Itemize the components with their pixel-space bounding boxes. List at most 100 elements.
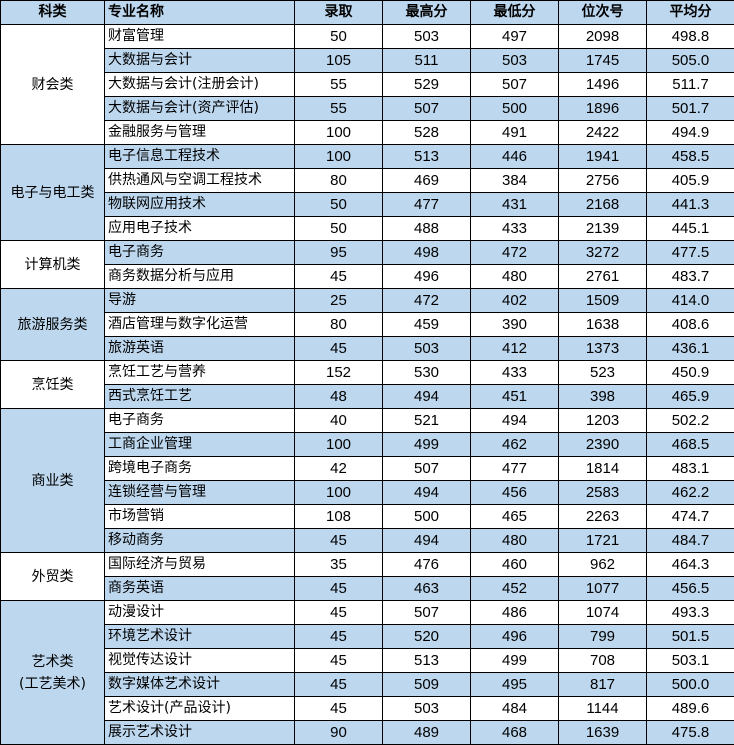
admitted-count-cell: 45	[294, 576, 383, 601]
rank-cell: 1745	[558, 48, 647, 73]
max-score-cell: 528	[382, 120, 471, 145]
rank-cell: 2390	[558, 432, 647, 457]
admitted-count-cell: 80	[294, 312, 383, 337]
table-row: 艺术类 (工艺美术) 动漫设计 45 507 486 1074 493.3	[0, 600, 734, 745]
rank-cell: 1638	[558, 312, 647, 337]
avg-score-cell: 483.7	[646, 264, 734, 289]
avg-score-cell: 503.1	[646, 648, 734, 673]
max-score-cell: 500	[382, 504, 471, 529]
admitted-count-cell: 55	[294, 72, 383, 97]
major-name-cell: 大数据与会计(注册会计)	[104, 72, 295, 97]
major-name-cell: 国际经济与贸易	[104, 552, 295, 577]
rank-cell: 523	[558, 360, 647, 385]
rank-cell: 817	[558, 672, 647, 697]
major-name-cell: 物联网应用技术	[104, 192, 295, 217]
table-row: 大数据与会计(资产评估) 55 507 500 1896 501.7	[1, 96, 734, 121]
table-row: 电子与电工类 电子信息工程技术 100 513 446 1941 458.5	[0, 144, 734, 241]
max-score-cell: 488	[382, 216, 471, 241]
avg-score-cell: 456.5	[646, 576, 734, 601]
admitted-count-cell: 90	[294, 720, 383, 745]
table-row: 数字媒体艺术设计 45 509 495 817 500.0	[1, 672, 734, 697]
major-name-cell: 应用电子技术	[104, 216, 295, 241]
admitted-count-cell: 80	[294, 168, 383, 193]
major-name-cell: 艺术设计(产品设计)	[104, 696, 295, 721]
min-score-cell: 446	[470, 144, 559, 169]
avg-score-cell: 483.1	[646, 456, 734, 481]
major-name-cell: 大数据与会计	[104, 48, 295, 73]
table-row: 财会类 财富管理 50 503 497 2098 498.8	[0, 24, 734, 145]
table-row: 艺术设计(产品设计) 45 503 484 1144 489.6	[1, 696, 734, 721]
table-row: 西式烹饪工艺 48 494 451 398 465.9	[1, 384, 734, 409]
admitted-count-cell: 45	[294, 624, 383, 649]
min-score-cell: 460	[470, 552, 559, 577]
max-score-cell: 496	[382, 264, 471, 289]
max-score-cell: 503	[382, 696, 471, 721]
major-name-cell: 电子信息工程技术	[104, 144, 295, 169]
major-name-cell: 供热通风与空调工程技术	[104, 168, 295, 193]
avg-score-cell: 511.7	[646, 72, 734, 97]
avg-score-cell: 408.6	[646, 312, 734, 337]
rank-cell: 708	[558, 648, 647, 673]
max-score-cell: 521	[382, 408, 471, 433]
max-score-cell: 477	[382, 192, 471, 217]
table-row: 环境艺术设计 45 520 496 799 501.5	[1, 624, 734, 649]
major-name-cell: 财富管理	[104, 24, 295, 49]
rank-cell: 1077	[558, 576, 647, 601]
max-score-cell: 472	[382, 288, 471, 313]
admitted-count-cell: 95	[294, 240, 383, 265]
min-score-cell: 497	[470, 24, 559, 49]
max-score-cell: 494	[382, 528, 471, 553]
major-name-cell: 酒店管理与数字化运营	[104, 312, 295, 337]
rank-cell: 2756	[558, 168, 647, 193]
table-row: 商业类 电子商务 40 521 494 1203 502.2	[0, 408, 734, 553]
min-score-cell: 456	[470, 480, 559, 505]
table-row: 大数据与会计(注册会计) 55 529 507 1496 511.7	[1, 72, 734, 97]
avg-score-cell: 489.6	[646, 696, 734, 721]
min-score-cell: 402	[470, 288, 559, 313]
table-row: 市场营销 108 500 465 2263 474.7	[1, 504, 734, 529]
avg-score-cell: 441.3	[646, 192, 734, 217]
min-score-cell: 486	[470, 600, 559, 625]
table-row: 连锁经营与管理 100 494 456 2583 462.2	[1, 480, 734, 505]
min-score-cell: 480	[470, 264, 559, 289]
min-score-cell: 451	[470, 384, 559, 409]
admitted-count-cell: 42	[294, 456, 383, 481]
table-body: 财会类 财富管理 50 503 497 2098 498.8 大数据与会计 105 511 503 1…	[0, 24, 734, 745]
table-row: 酒店管理与数字化运营 80 459 390 1638 408.6	[1, 312, 734, 337]
max-score-cell: 507	[382, 456, 471, 481]
avg-score-cell: 484.7	[646, 528, 734, 553]
avg-score-cell: 458.5	[646, 144, 734, 169]
table-row: 供热通风与空调工程技术 80 469 384 2756 405.9	[1, 168, 734, 193]
avg-score-cell: 477.5	[646, 240, 734, 265]
table-row: 展示艺术设计 90 489 468 1639 475.8	[1, 720, 734, 745]
min-score-cell: 495	[470, 672, 559, 697]
min-score-cell: 499	[470, 648, 559, 673]
min-score-cell: 462	[470, 432, 559, 457]
header-max-score: 最高分	[382, 0, 471, 25]
category-cell: 艺术类 (工艺美术)	[0, 600, 105, 745]
table-row: 外贸类 国际经济与贸易 35 476 460 962 464.3	[0, 552, 734, 601]
max-score-cell: 499	[382, 432, 471, 457]
major-name-cell: 烹饪工艺与营养	[104, 360, 295, 385]
major-name-cell: 数字媒体艺术设计	[104, 672, 295, 697]
max-score-cell: 520	[382, 624, 471, 649]
admitted-count-cell: 45	[294, 528, 383, 553]
rank-cell: 398	[558, 384, 647, 409]
admitted-count-cell: 50	[294, 192, 383, 217]
major-name-cell: 连锁经营与管理	[104, 480, 295, 505]
category-cell: 电子与电工类	[0, 144, 105, 241]
admitted-count-cell: 100	[294, 432, 383, 457]
rank-cell: 2098	[558, 24, 647, 49]
table-row: 烹饪类 烹饪工艺与营养 152 530 433 523 450.9	[0, 360, 734, 409]
rank-cell: 1509	[558, 288, 647, 313]
min-score-cell: 484	[470, 696, 559, 721]
admitted-count-cell: 100	[294, 120, 383, 145]
major-name-cell: 动漫设计	[104, 600, 295, 625]
major-name-cell: 跨境电子商务	[104, 456, 295, 481]
rank-cell: 1144	[558, 696, 647, 721]
max-score-cell: 509	[382, 672, 471, 697]
rank-cell: 1814	[558, 456, 647, 481]
admitted-count-cell: 45	[294, 264, 383, 289]
min-score-cell: 472	[470, 240, 559, 265]
table-row: 商务数据分析与应用 45 496 480 2761 483.7	[1, 264, 734, 289]
